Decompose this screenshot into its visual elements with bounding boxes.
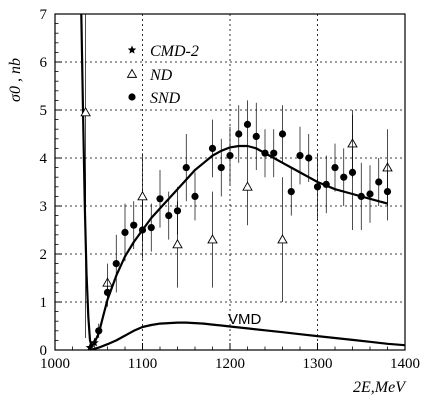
curve-vmd	[89, 321, 405, 350]
x-tick-label: 1100	[128, 356, 157, 372]
point-snd	[147, 224, 155, 232]
point-snd	[296, 152, 304, 160]
legend-marker-cmd2	[127, 45, 137, 54]
legend-label-nd: ND	[149, 67, 173, 84]
y-tick-label: 7	[40, 7, 48, 23]
curve-fit	[80, 14, 388, 348]
point-nd	[137, 190, 148, 201]
vmd-annotation: VMD	[228, 311, 262, 328]
y-tick-label: 5	[40, 103, 48, 119]
x-tick-label: 1000	[40, 356, 70, 372]
y-tick-label: 4	[40, 151, 48, 167]
point-snd	[191, 192, 199, 200]
y-axis-title: σ0 , nb	[7, 58, 24, 102]
point-snd	[278, 130, 287, 138]
point-nd	[242, 181, 253, 191]
legend: CMD-2 ND SND	[126, 43, 199, 107]
curves	[80, 14, 405, 350]
point-snd	[383, 188, 392, 196]
y-tick-label: 6	[40, 55, 48, 71]
y-tick-label: 1	[40, 295, 48, 311]
legend-symbol-snd	[128, 93, 136, 101]
point-nd	[80, 106, 91, 117]
point-snd	[112, 260, 120, 268]
point-snd	[243, 120, 252, 128]
point-nd	[172, 238, 183, 249]
x-axis-title: 2E,MeV	[353, 379, 407, 396]
y-tick-label: 3	[40, 199, 48, 215]
point-nd	[207, 234, 218, 244]
point-snd	[270, 149, 278, 157]
point-snd	[322, 180, 330, 188]
x-tick-label: 1300	[303, 356, 333, 372]
point-snd	[305, 154, 313, 162]
point-cmd2	[90, 338, 99, 347]
point-snd	[235, 130, 243, 138]
point-snd	[226, 152, 234, 160]
point-snd	[348, 168, 357, 176]
point-snd	[130, 221, 138, 229]
point-snd	[95, 327, 103, 335]
y-tick-label: 2	[40, 247, 48, 263]
legend-marker-nd	[126, 68, 138, 78]
point-snd	[208, 144, 217, 152]
point-snd	[287, 188, 295, 196]
point-snd	[165, 212, 173, 220]
data-points	[80, 14, 393, 350]
axis-ticks: 1000 1100 1200 1300 1400 0 1 2 3 4 5 6 7	[40, 7, 421, 372]
point-snd	[173, 207, 182, 215]
legend-symbol-cmd2	[127, 45, 137, 54]
point-snd	[138, 226, 147, 234]
point-snd	[340, 173, 348, 181]
point-nd	[277, 234, 288, 244]
legend-label-cmd2: CMD-2	[150, 43, 199, 60]
point-snd	[121, 228, 129, 236]
point-snd	[156, 195, 164, 203]
legend-label-snd: SND	[150, 90, 181, 107]
point-snd	[313, 183, 322, 191]
point-snd	[182, 164, 190, 172]
legend-marker-snd	[128, 93, 136, 101]
point-snd	[261, 149, 269, 157]
point-snd	[357, 192, 365, 200]
x-tick-label: 1400	[390, 356, 420, 372]
point-snd	[103, 288, 112, 296]
y-tick-label: 0	[40, 343, 48, 359]
point-snd	[252, 132, 260, 140]
x-tick-label: 1200	[215, 356, 245, 372]
point-snd	[366, 190, 374, 198]
point-snd	[375, 178, 383, 186]
point-snd	[217, 164, 225, 172]
legend-symbol-nd	[126, 68, 138, 78]
point-snd	[331, 164, 339, 172]
